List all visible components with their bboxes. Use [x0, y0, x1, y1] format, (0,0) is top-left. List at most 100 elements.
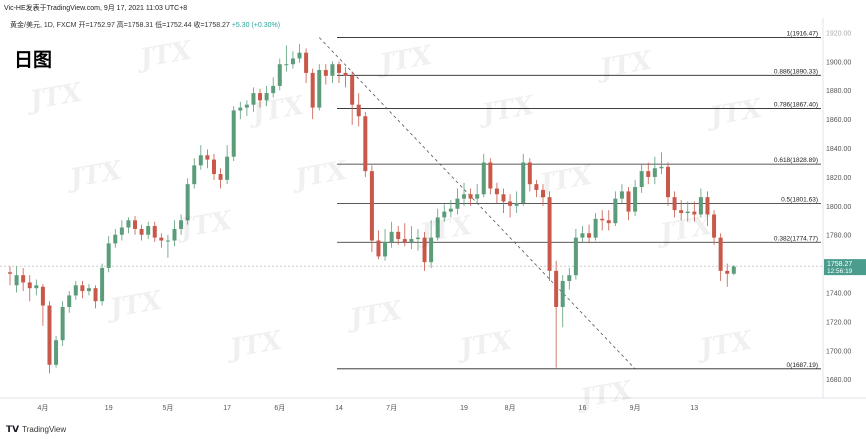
candle — [8, 266, 12, 286]
candle-body — [80, 285, 85, 292]
candle — [363, 111, 368, 177]
y-tick-label: 1820.00 — [826, 175, 851, 182]
candle-body — [731, 266, 736, 274]
candle — [356, 93, 361, 127]
candle — [113, 228, 118, 248]
candle — [633, 179, 638, 216]
candle — [271, 77, 276, 98]
candle-body — [317, 70, 322, 108]
candle-body — [494, 188, 499, 195]
candle-body — [284, 64, 289, 66]
candle-body — [192, 165, 197, 185]
candle-body — [468, 194, 473, 199]
candle — [587, 224, 592, 244]
candle-body — [705, 197, 710, 215]
candle — [86, 283, 91, 296]
candle — [343, 67, 348, 88]
candle-body — [725, 270, 730, 274]
fib-level-label: 1(1916.47) — [787, 31, 818, 38]
candle-body — [554, 270, 559, 307]
candle — [225, 145, 230, 185]
candle — [179, 214, 184, 235]
candle-body — [271, 85, 276, 94]
candle-body — [337, 64, 341, 73]
candle — [100, 263, 105, 306]
x-tick-label: 14 — [335, 405, 343, 412]
candle — [119, 220, 124, 241]
candle — [573, 228, 578, 280]
candle-body — [310, 72, 315, 108]
candle — [396, 226, 401, 245]
candle — [330, 61, 335, 84]
candle — [468, 188, 473, 206]
candle-body — [679, 210, 684, 214]
candle-body — [100, 267, 105, 302]
candle-body — [304, 52, 309, 73]
candle-body — [297, 52, 302, 59]
candle-body — [527, 162, 532, 185]
candle — [560, 275, 565, 328]
candle-body — [547, 197, 552, 271]
candle-body — [646, 171, 651, 177]
candle-body — [54, 340, 59, 365]
candle — [488, 158, 493, 195]
candle — [350, 71, 355, 125]
candle-body — [113, 234, 118, 244]
candle-body — [698, 197, 703, 215]
candle-body — [251, 93, 256, 105]
candle — [231, 106, 236, 162]
candle — [514, 191, 519, 214]
candle-body — [488, 162, 493, 189]
candle-body — [73, 285, 78, 296]
candle — [258, 88, 263, 108]
candle — [580, 226, 585, 242]
candle — [718, 233, 723, 281]
candle-body — [415, 237, 420, 240]
y-tick-label: 1860.00 — [826, 117, 851, 124]
candle — [475, 184, 480, 203]
tradingview-logo-icon: 𝗧𝗩 — [6, 424, 20, 434]
candle-body — [126, 220, 131, 228]
candle — [290, 51, 295, 69]
candle-body — [363, 116, 368, 172]
candle-body — [277, 64, 282, 86]
x-tick-label: 19 — [105, 405, 113, 412]
candle — [501, 188, 506, 214]
candle — [284, 45, 289, 72]
fib-level-label: 0.886(1890.33) — [774, 68, 818, 75]
candle — [133, 215, 138, 235]
candle — [567, 267, 572, 290]
candle — [198, 145, 203, 170]
candle — [172, 220, 177, 247]
candle — [211, 153, 216, 180]
candle-body — [659, 166, 664, 169]
candle-body — [514, 202, 519, 206]
candle — [192, 158, 197, 189]
candle-body — [356, 104, 361, 117]
candle — [34, 279, 39, 296]
candle-body — [626, 191, 631, 212]
candle-body — [639, 171, 644, 188]
candle-body — [258, 93, 263, 101]
x-tick-label: 8月 — [505, 404, 516, 412]
candle — [277, 58, 282, 91]
fib-level-label: 0(1687.19) — [787, 362, 818, 369]
candle-body — [198, 155, 203, 166]
x-tick-label: 5月 — [162, 404, 173, 412]
x-tick-label: 7月 — [386, 404, 397, 412]
y-tick-label: 1880.00 — [826, 88, 851, 95]
y-tick-label: 1920.00 — [826, 30, 851, 37]
candle — [619, 184, 624, 203]
candle — [251, 87, 256, 112]
candle — [402, 223, 407, 247]
candle — [672, 191, 677, 218]
candle — [442, 204, 447, 222]
candle — [40, 283, 45, 326]
candle-body — [350, 75, 355, 105]
candle-body — [165, 240, 170, 242]
candle — [126, 217, 131, 234]
tradingview-footer[interactable]: 𝗧𝗩 TradingView — [6, 424, 66, 435]
candle-body — [573, 237, 578, 276]
candle-body — [60, 306, 65, 341]
